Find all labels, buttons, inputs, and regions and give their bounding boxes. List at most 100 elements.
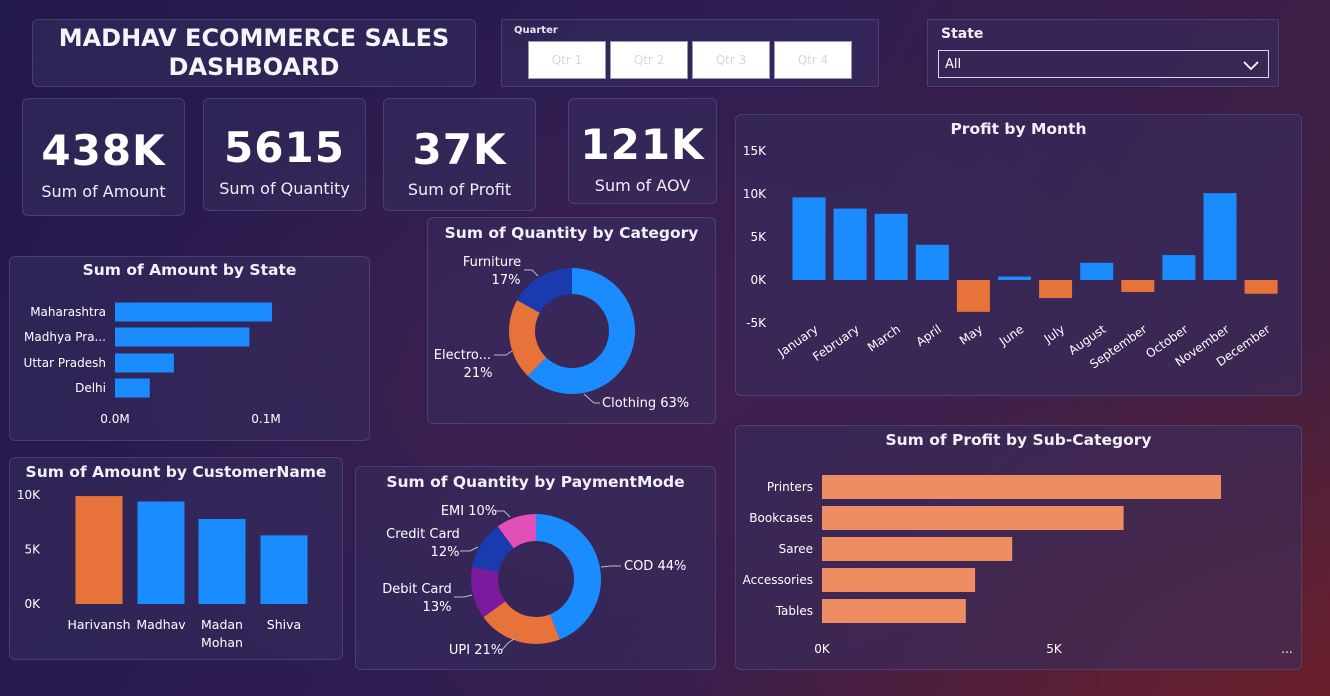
bar-madhav — [137, 501, 185, 604]
y-tick-label: 10K — [17, 488, 41, 502]
kpi-value: 5615 — [224, 123, 345, 172]
category-chart-card: Sum of Quantity by Category Clothing 63%… — [427, 217, 716, 424]
bar-august — [1080, 262, 1114, 280]
month-chart-card: Profit by Month 15K 10K 5K 0K -5K January Febr… — [735, 114, 1302, 396]
bar-september — [1121, 280, 1155, 293]
bar-tables — [822, 599, 966, 623]
category-label-tables: Tables — [775, 604, 813, 618]
state-bar-chart: Maharashtra Madhya Pra... Uttar Pradesh Del… — [24, 302, 281, 426]
bar-madan-mohan — [198, 518, 246, 604]
y-tick-label: 10K — [743, 187, 767, 201]
slice-label-electronics-pct: 21% — [464, 366, 493, 381]
customer-bar-chart: 10K 5K 0K Harivansh Madhav Madan Mohan Shiva — [17, 488, 308, 650]
state-dropdown[interactable]: All — [938, 50, 1269, 78]
bar-madhya-pra — [115, 327, 250, 347]
bar-printers — [822, 475, 1222, 499]
subcategory-chart-card: Sum of Profit by Sub-Category Printers Bo… — [735, 425, 1302, 670]
x-tick-label-february: February — [810, 322, 862, 364]
slice-upi — [483, 601, 560, 644]
kpi-value: 37K — [412, 125, 507, 174]
kpi-label: Sum of Amount — [41, 182, 166, 201]
slice-label-furniture: Furniture — [463, 255, 521, 270]
chevron-down-icon — [1243, 61, 1259, 71]
slice-label-clothing: Clothing 63% — [602, 396, 689, 411]
x-tick-label-harivansh: Harivansh — [67, 617, 130, 632]
quarter-option-q4[interactable]: Qtr 4 — [774, 41, 852, 79]
x-tick-label-july: July — [1041, 322, 1068, 346]
y-tick-label: 5K — [24, 543, 41, 557]
payment-donut-chart: COD 44% UPI 21% Debit Card 13% Credit Card 12… — [382, 504, 686, 658]
bar-june — [998, 276, 1031, 280]
x-tick-label-madan-mohan: Mohan — [201, 635, 243, 650]
leader-line-upi — [501, 638, 515, 651]
quarter-option-q2[interactable]: Qtr 2 — [610, 41, 688, 79]
kpi-value: 438K — [41, 126, 166, 175]
slice-label-debit-card: Debit Card — [382, 582, 452, 597]
chart-title: Sum of Quantity by PaymentMode — [386, 473, 685, 491]
kpi-card-profit: 37K Sum of Profit — [383, 98, 536, 211]
slice-electronics — [509, 300, 547, 376]
leader-line-cod — [600, 565, 621, 568]
leader-line-emi — [496, 510, 511, 518]
chart-title: Sum of Amount by State — [82, 261, 297, 279]
slice-label-upi: UPI 21% — [449, 643, 503, 658]
category-donut-chart: Clothing 63% Electro... 21% Furniture 17% — [434, 255, 689, 411]
leader-line-electronics — [494, 350, 513, 356]
leader-line-furniture — [524, 269, 539, 277]
slice-label-credit-card: Credit Card — [386, 527, 460, 542]
slice-credit-card — [472, 526, 514, 572]
bar-march — [874, 213, 908, 280]
slice-emi — [497, 514, 536, 549]
x-tick-label-madhav: Madhav — [136, 617, 186, 632]
quarter-option-q3[interactable]: Qtr 3 — [692, 41, 770, 79]
state-slicer: State All — [927, 19, 1279, 87]
slice-cod — [536, 514, 601, 640]
x-tick-label-march: March — [865, 322, 903, 354]
dashboard-title: MADHAV ECOMMERCE SALES DASHBOARD — [58, 24, 450, 81]
category-label-delhi: Delhi — [75, 381, 106, 395]
category-label-uttar-pradesh: Uttar Pradesh — [24, 356, 106, 370]
chart-title: Sum of Profit by Sub-Category — [885, 431, 1152, 449]
slice-clothing — [527, 268, 635, 394]
y-tick-label: 15K — [743, 144, 767, 158]
x-tick-label-madan-mohan: Madan — [201, 617, 243, 632]
kpi-value: 121K — [580, 120, 705, 169]
bar-shiva — [260, 535, 308, 604]
bar-saree — [822, 537, 1013, 561]
kpi-card-amount: 438K Sum of Amount — [22, 98, 185, 216]
category-label-accessories: Accessories — [743, 573, 813, 587]
quarter-option-q1[interactable]: Qtr 1 — [528, 41, 606, 79]
y-tick-label: -5K — [746, 316, 767, 330]
chart-title: Sum of Amount by CustomerName — [25, 463, 327, 481]
category-label-printers: Printers — [767, 480, 813, 494]
bar-april — [915, 244, 949, 280]
slice-label-electronics: Electro... — [434, 348, 491, 363]
customer-chart-card: Sum of Amount by CustomerName 10K 5K 0K Har… — [9, 457, 343, 660]
bar-may — [956, 280, 990, 312]
slice-debit-card — [471, 566, 506, 618]
x-tick-label: 0.0M — [100, 412, 129, 426]
bar-uttar-pradesh — [115, 353, 174, 373]
x-tick-label-june: June — [996, 322, 1026, 349]
slice-label-emi: EMI 10% — [441, 504, 497, 519]
bar-january — [792, 197, 826, 280]
slice-label-credit-card-pct: 12% — [431, 545, 460, 560]
y-tick-label: 0K — [24, 597, 41, 611]
bar-accessories — [822, 568, 976, 592]
bar-july — [1039, 280, 1073, 299]
payment-chart-card: Sum of Quantity by PaymentMode COD 44% UP… — [355, 466, 716, 670]
quarter-slicer: Quarter Qtr 1 Qtr 2 Qtr 3 Qtr 4 — [501, 19, 879, 87]
chart-title: Sum of Quantity by Category — [444, 224, 699, 242]
y-tick-label: 5K — [750, 230, 767, 244]
x-tick-label: 0.1M — [251, 412, 280, 426]
bar-october — [1162, 255, 1196, 280]
leader-line-credit-card — [460, 546, 479, 552]
bar-delhi — [115, 378, 150, 398]
bar-harivansh — [75, 496, 123, 604]
x-tick-label: 5K — [1046, 642, 1063, 656]
kpi-card-aov: 121K Sum of AOV — [568, 98, 717, 204]
slice-furniture — [517, 268, 572, 313]
x-tick-label: 0K — [814, 642, 831, 656]
state-chart-card: Sum of Amount by State Maharashtra Madhya… — [9, 256, 370, 441]
